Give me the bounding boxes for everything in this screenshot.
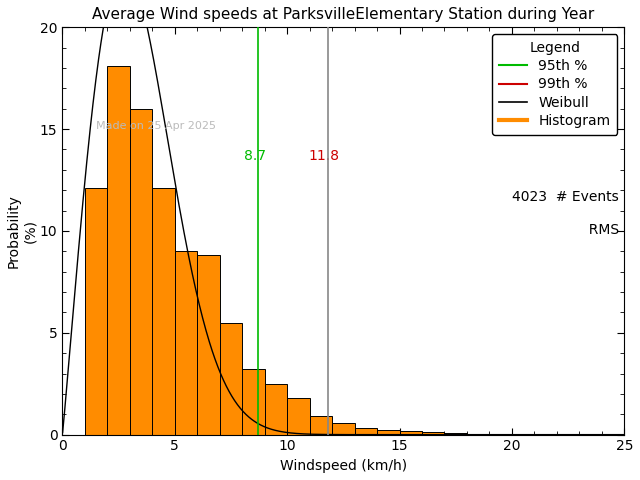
Bar xyxy=(242,370,265,434)
Bar xyxy=(445,433,467,434)
Bar xyxy=(332,423,355,434)
Y-axis label: Probability
(%): Probability (%) xyxy=(7,194,37,268)
Bar xyxy=(130,109,152,434)
Bar xyxy=(422,432,445,434)
Legend: 95th %, 99th %, Weibull, Histogram: 95th %, 99th %, Weibull, Histogram xyxy=(492,34,618,135)
Bar xyxy=(355,428,377,434)
Bar xyxy=(310,416,332,434)
Bar xyxy=(220,323,242,434)
Bar xyxy=(287,398,310,434)
Bar xyxy=(377,430,399,434)
Text: RMS: RMS xyxy=(545,223,619,237)
Text: Made on 25 Apr 2025: Made on 25 Apr 2025 xyxy=(96,121,216,131)
Bar xyxy=(152,188,175,434)
Text: 8.7: 8.7 xyxy=(244,149,266,163)
Bar xyxy=(265,384,287,434)
Bar xyxy=(197,255,220,434)
Bar xyxy=(85,188,108,434)
Text: 11.8: 11.8 xyxy=(308,149,340,163)
Bar xyxy=(467,433,490,434)
Bar xyxy=(108,66,130,434)
X-axis label: Windspeed (km/h): Windspeed (km/h) xyxy=(280,459,407,473)
Bar xyxy=(175,252,197,434)
Title: Average Wind speeds at ParksvilleElementary Station during Year: Average Wind speeds at ParksvilleElement… xyxy=(92,7,595,22)
Text: 4023  # Events: 4023 # Events xyxy=(512,190,619,204)
Bar xyxy=(399,431,422,434)
